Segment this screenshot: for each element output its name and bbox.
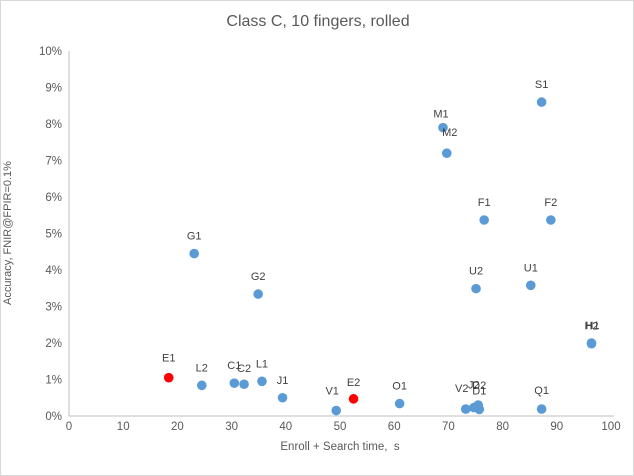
data-point-M2 — [441, 148, 452, 158]
data-point-C1 — [229, 378, 240, 388]
data-point-label-D2: D2 — [472, 380, 486, 392]
data-point-label-U2: U2 — [469, 266, 483, 278]
x-tick-label-80: 80 — [496, 421, 509, 433]
data-point-C2 — [239, 379, 249, 390]
x-axis-title: Enroll + Search time, s — [280, 441, 400, 453]
y-tick-label-2%: 2% — [45, 338, 62, 350]
data-point-O1 — [394, 398, 405, 409]
data-point-label-D1: D1 — [472, 385, 486, 397]
data-point-label-Q1: Q1 — [534, 385, 549, 397]
data-point-S1 — [536, 97, 547, 107]
x-tick-label-90: 90 — [550, 421, 563, 433]
data-point-label-L2: L2 — [196, 362, 208, 374]
x-tick-label-100: 100 — [601, 421, 620, 433]
y-tick-label-3%: 3% — [45, 302, 62, 314]
data-point-label-F2: F2 — [544, 197, 557, 209]
x-tick-label-70: 70 — [442, 421, 455, 433]
data-point-label-G1: G1 — [187, 231, 202, 243]
y-tick-label-9%: 9% — [45, 83, 62, 95]
y-tick-label-4%: 4% — [45, 265, 62, 277]
data-point-G1 — [189, 248, 200, 259]
data-point-E1 — [163, 372, 174, 383]
y-tick-label-1%: 1% — [45, 375, 62, 387]
data-point-V1 — [331, 405, 342, 416]
x-tick-label-50: 50 — [334, 421, 347, 433]
x-tick-label-60: 60 — [388, 421, 401, 433]
data-point-label-H1: H1 — [585, 320, 599, 332]
data-point-F2 — [546, 215, 556, 225]
data-point-label-C1: C1 — [227, 360, 241, 372]
y-tick-label-10%: 10% — [39, 46, 62, 58]
data-point-label-V1: V1 — [325, 386, 338, 398]
data-point-V2 — [460, 404, 471, 414]
data-point-label-O1: O1 — [392, 381, 407, 393]
chart-title: Class C, 10 fingers, rolled — [226, 13, 410, 30]
data-point-F1 — [479, 215, 489, 225]
y-tick-label-8%: 8% — [45, 119, 62, 131]
data-point-label-U1: U1 — [524, 262, 538, 274]
x-tick-label-30: 30 — [225, 421, 238, 433]
data-point-label-S1: S1 — [535, 79, 548, 91]
data-point-label-H2: H2 — [584, 321, 598, 333]
y-tick-label-0%: 0% — [45, 411, 62, 423]
x-tick-label-0: 0 — [66, 421, 72, 433]
data-point-label-C2: C2 — [237, 363, 251, 375]
x-tick-label-40: 40 — [279, 421, 292, 433]
data-point-L1 — [257, 376, 267, 387]
y-tick-label-5%: 5% — [45, 229, 62, 241]
x-tick-label-10: 10 — [117, 421, 130, 433]
y-tick-label-7%: 7% — [45, 156, 62, 168]
data-point-label-J2: J2 — [468, 380, 480, 392]
data-point-label-V2: V2 — [455, 383, 468, 395]
data-point-label-L1: L1 — [256, 358, 268, 370]
data-point-U1 — [525, 280, 536, 291]
data-point-M1 — [438, 122, 448, 133]
data-point-label-M2: M2 — [442, 127, 457, 139]
data-point-L2 — [196, 380, 207, 391]
data-point-label-M1: M1 — [433, 109, 448, 121]
data-point-label-G2: G2 — [251, 271, 266, 283]
data-point-label-E1: E1 — [162, 353, 175, 365]
data-point-label-J1: J1 — [277, 375, 289, 387]
y-tick-label-6%: 6% — [45, 192, 62, 204]
data-point-label-F1: F1 — [478, 197, 491, 209]
data-point-E2 — [348, 394, 359, 404]
data-point-label-E2: E2 — [347, 377, 360, 389]
data-point-H1 — [586, 338, 597, 348]
y-axis-title: Accuracy, FNIR@FPIR=0.1% — [2, 161, 14, 305]
data-point-G2 — [253, 289, 263, 299]
data-point-Q1 — [536, 404, 547, 414]
data-point-U2 — [471, 283, 481, 294]
data-point-J1 — [277, 392, 288, 403]
data-point-D1 — [474, 404, 485, 415]
x-tick-label-20: 20 — [171, 421, 184, 433]
